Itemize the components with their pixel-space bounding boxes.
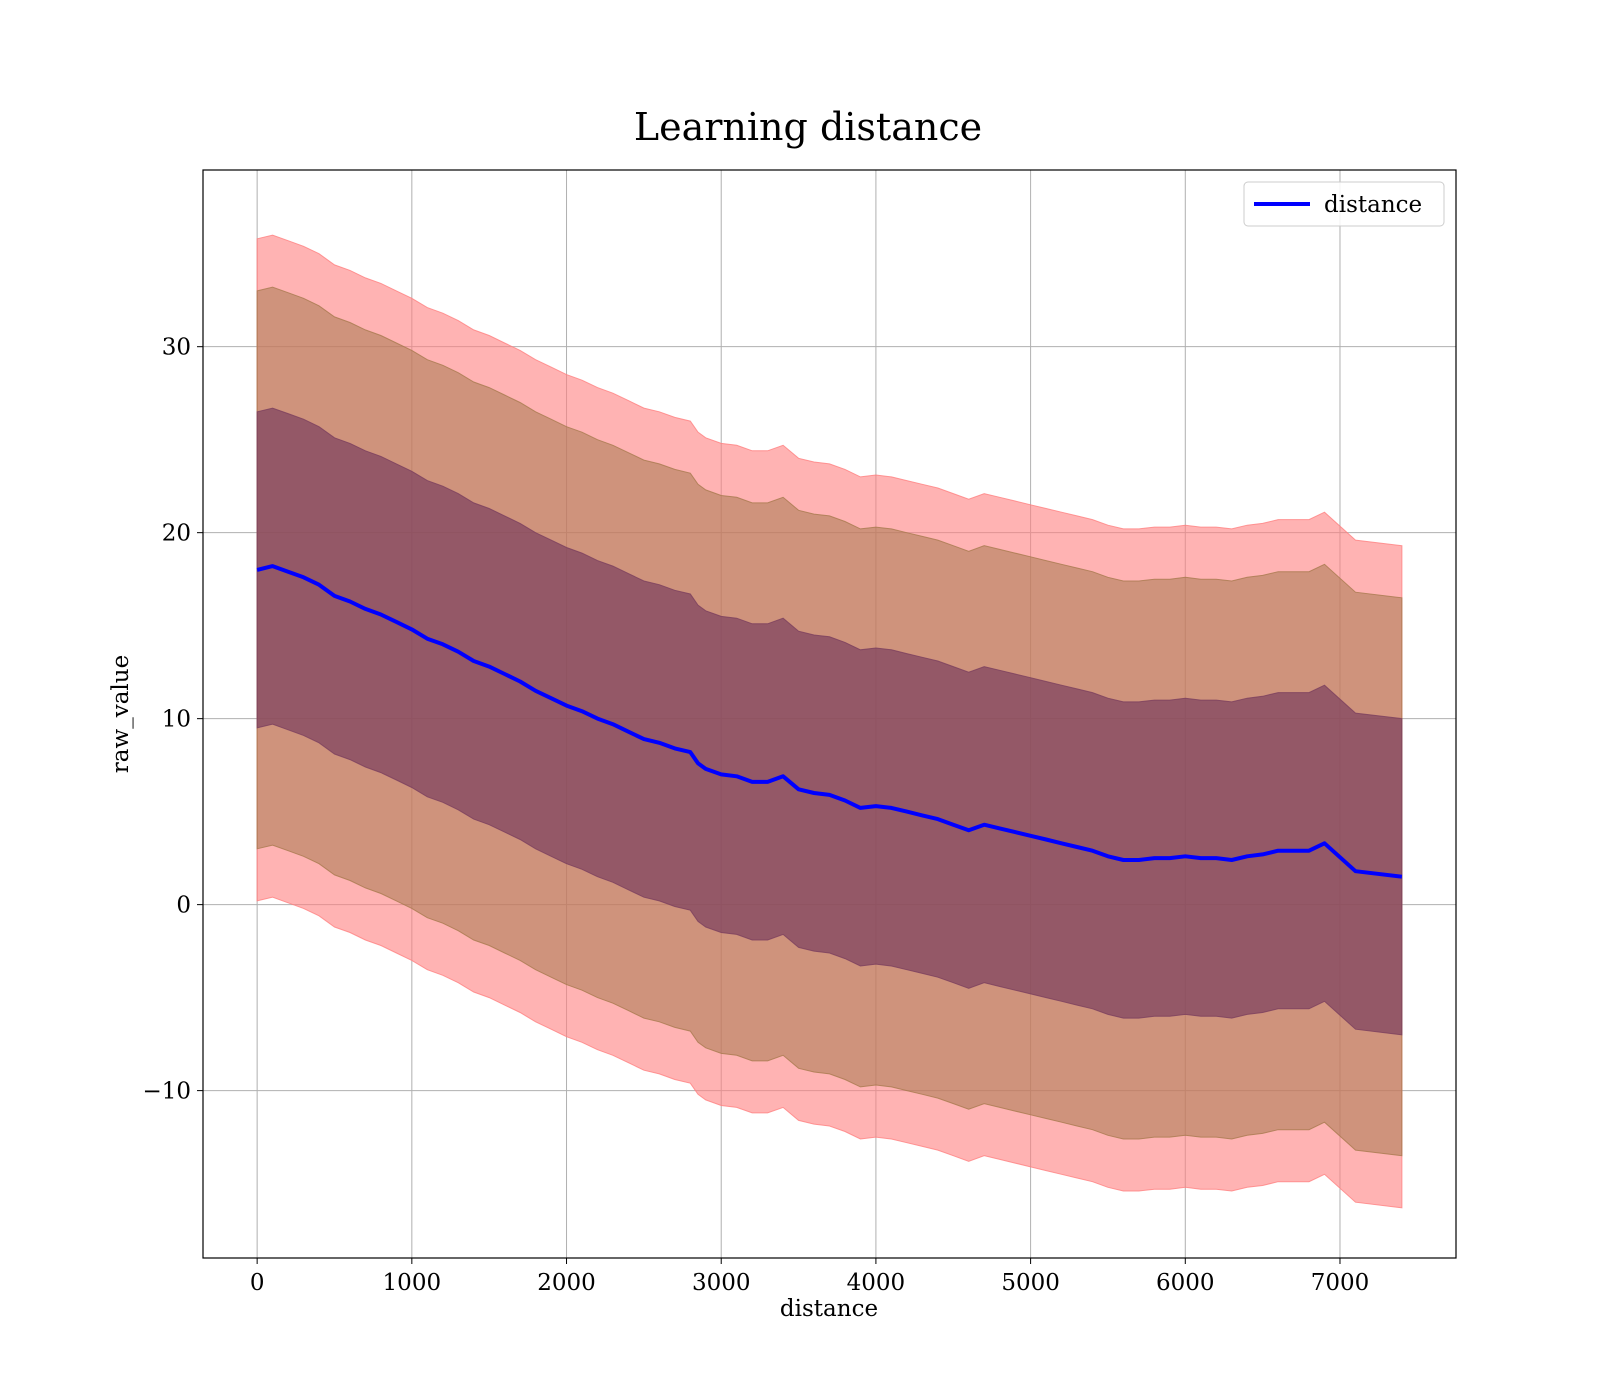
x-tick-label: 3000 [692,1270,751,1296]
x-tick-label: 1000 [383,1270,442,1296]
x-tick-label: 2000 [537,1270,596,1296]
x-axis-label: distance [780,1296,878,1322]
series-line-distance [256,564,1403,879]
x-tick-label: 6000 [1156,1270,1215,1296]
series-lines [256,564,1403,879]
x-tick-label: 5000 [1001,1270,1060,1296]
plot-frame [202,169,1457,1259]
band-2 [256,407,1403,1036]
legend: distance [1243,181,1445,227]
x-tick-label: 7000 [1311,1270,1370,1296]
y-tick-label: 0 [176,893,191,919]
x-tick-label: 4000 [847,1270,906,1296]
x-tick-label: 0 [250,1270,265,1296]
y-axis-label: raw_value [108,655,134,773]
y-tick-label: 10 [162,707,191,733]
y-tick-label: 30 [162,335,191,361]
confidence-bands [256,234,1403,1209]
chart-title: Learning distance [634,105,982,149]
legend-entry: distance [1324,192,1422,218]
legend-box [1243,181,1445,227]
y-axis-ticks: −10 0 10 20 30 [142,335,203,1105]
y-tick-label: 20 [162,521,191,547]
y-tick-label: −10 [142,1079,191,1105]
x-axis-ticks: 0 1000 2000 3000 4000 5000 6000 7000 [250,1258,1369,1296]
